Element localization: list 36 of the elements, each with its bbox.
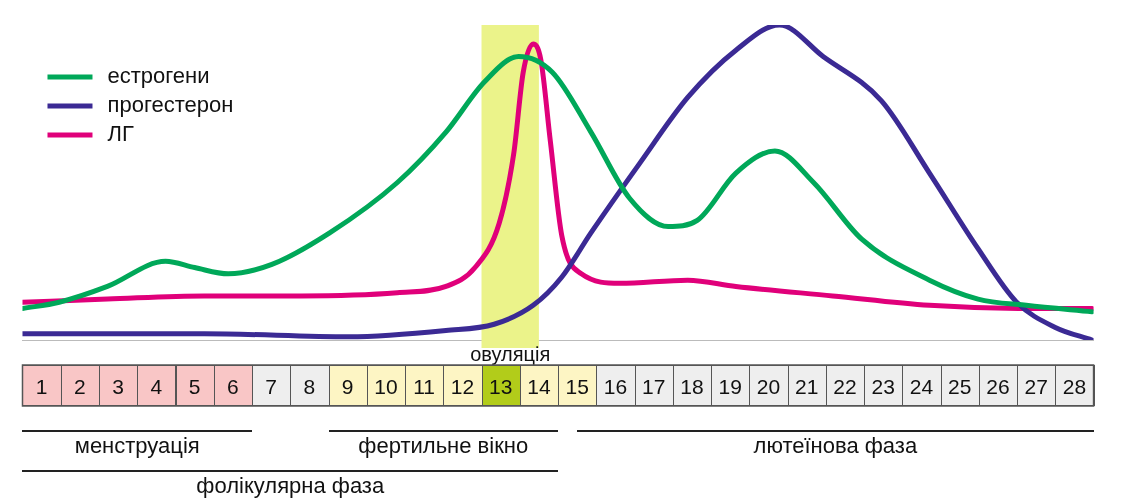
x-tick-label: 1 (35, 375, 48, 399)
x-tick-label: 4 (150, 375, 163, 399)
x-tick-label: 23 (871, 375, 895, 399)
x-tick-label: 13 (488, 375, 513, 399)
x-tick-label: 5 (188, 375, 201, 399)
x-tick-label: 20 (756, 375, 781, 399)
x-tick-label: 6 (227, 375, 239, 399)
text: менструація (74, 433, 200, 459)
x-tick-label: 22 (833, 375, 857, 399)
x-tick-label: 21 (794, 375, 819, 399)
x-tick-label: 11 (413, 375, 436, 399)
band-label: овуляція (470, 342, 551, 365)
x-tick-label: 18 (680, 375, 704, 399)
x-tick-label: 7 (265, 375, 277, 399)
text: лютеїнова фаза (753, 433, 918, 459)
x-tick-label: 24 (909, 375, 934, 399)
x-tick-label: 2 (74, 375, 86, 399)
text: фолікулярна фаза (196, 473, 385, 499)
text: фертильне вікно (358, 433, 529, 459)
x-tick-label: 14 (527, 375, 551, 399)
legend-label: ЛГ (107, 121, 134, 147)
x-tick-label: 9 (341, 375, 354, 399)
x-tick-label: 10 (374, 375, 398, 399)
x-tick-label: 26 (986, 375, 1010, 399)
x-tick-label: 12 (450, 375, 475, 399)
x-tick-label: 17 (641, 375, 666, 399)
x-tick-label: 16 (603, 375, 628, 399)
legend-label: прогестерон (107, 92, 234, 118)
legend-label: естрогени (107, 63, 210, 89)
x-tick-label: 28 (1062, 375, 1087, 399)
x-tick-label: 27 (1024, 375, 1048, 399)
x-tick-label: 19 (718, 375, 742, 399)
x-tick-label: 8 (303, 375, 316, 399)
x-tick-label: 3 (112, 375, 124, 399)
x-tick-label: 15 (565, 375, 589, 399)
x-tick-label: 25 (948, 375, 972, 399)
